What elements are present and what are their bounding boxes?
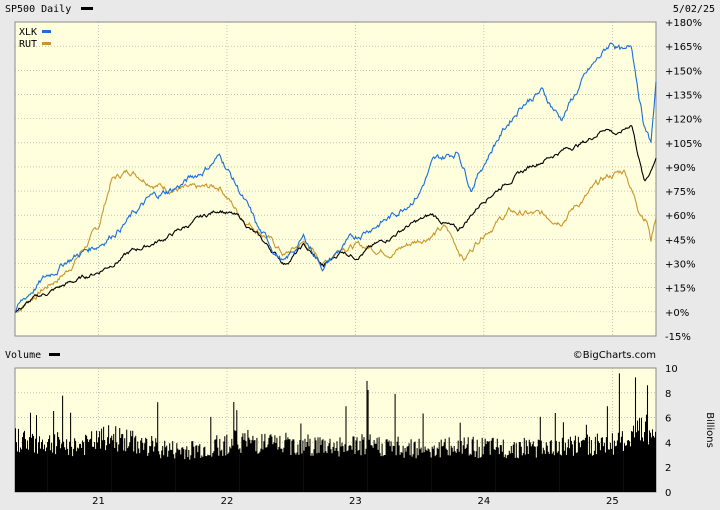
price-plot-area <box>14 21 657 337</box>
price-y-tick-label: +90% <box>665 163 696 174</box>
legend-swatch-xlk <box>42 30 51 33</box>
price-y-tick-label: +30% <box>665 260 696 271</box>
volume-y-tick-label: 8 <box>665 389 671 400</box>
legend-swatch-rut <box>42 42 51 45</box>
price-y-axis: +180% +165% +150% +135% +120% +105% +90% +75% +6… <box>665 18 702 343</box>
x-tick-label: 24 <box>478 496 491 507</box>
chart-header: SP500 Daily 5/02/25 <box>5 4 715 15</box>
volume-y-tick-label: 0 <box>665 488 671 499</box>
volume-y-axis: 10 8 6 4 2 0 <box>665 364 678 499</box>
price-y-tick-label: +60% <box>665 211 696 222</box>
volume-y-tick-label: 2 <box>665 463 671 474</box>
volume-unit-label: Billions <box>704 412 715 448</box>
sp500-legend-swatch <box>81 7 93 10</box>
price-y-tick-label: +135% <box>665 90 702 101</box>
chart-date: 5/02/25 <box>673 4 715 15</box>
price-panel: +180% +165% +150% +135% +120% +105% +90% +75% +6… <box>14 18 702 343</box>
volume-y-tick-label: 6 <box>665 414 671 425</box>
price-y-tick-label: -15% <box>665 332 691 343</box>
volume-y-tick-label: 10 <box>665 364 678 375</box>
volume-y-tick-label: 4 <box>665 438 671 449</box>
price-y-tick-label: +105% <box>665 139 702 150</box>
x-tick-label: 23 <box>349 496 362 507</box>
legend: XLK RUT <box>19 27 51 50</box>
price-y-tick-label: +0% <box>665 308 689 319</box>
price-y-tick-label: +165% <box>665 42 702 53</box>
price-y-tick-label: +45% <box>665 235 696 246</box>
volume-bar-series <box>14 373 657 492</box>
price-series <box>14 42 657 313</box>
price-y-tick-label: +75% <box>665 187 696 198</box>
watermark: ©BigCharts.com <box>573 350 656 361</box>
price-y-tick-label: +150% <box>665 66 702 77</box>
price-y-tick-label: +15% <box>665 284 696 295</box>
x-tick-label: 21 <box>92 496 105 507</box>
x-axis: 21 22 23 24 25 <box>92 496 619 507</box>
price-y-tick-label: +180% <box>665 18 702 29</box>
legend-label-rut: RUT <box>19 39 37 50</box>
volume-title: Volume <box>5 350 41 361</box>
volume-legend-swatch <box>49 353 60 356</box>
legend-label-xlk: XLK <box>19 27 37 38</box>
x-tick-label: 25 <box>606 496 619 507</box>
volume-bars <box>14 373 657 492</box>
chart-title: SP500 Daily <box>5 4 71 15</box>
price-grid <box>15 22 656 336</box>
volume-panel: 10 8 6 4 2 0 Billions <box>14 364 715 499</box>
x-tick-label: 22 <box>221 496 234 507</box>
volume-header: Volume ©BigCharts.com <box>5 350 656 361</box>
price-y-tick-label: +120% <box>665 115 702 126</box>
series-line-sp500 <box>14 124 657 313</box>
series-line-xlk <box>14 42 657 313</box>
